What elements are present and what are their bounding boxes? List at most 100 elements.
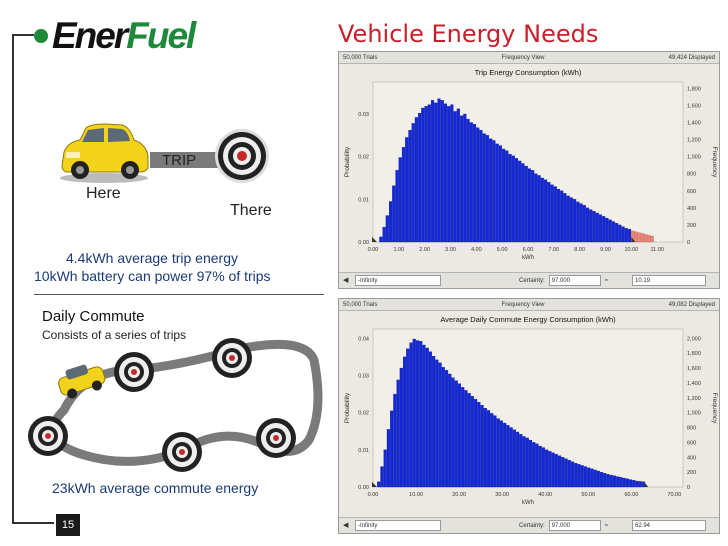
- histogram-bar: [524, 165, 528, 243]
- y-axis-label: Probability: [344, 392, 351, 423]
- histogram-bar: [485, 135, 489, 243]
- y-tick-label: 0.01: [358, 448, 369, 454]
- average-trip-energy-stat: 4.4kWh average trip energy: [66, 250, 238, 266]
- histogram-bar: [428, 351, 432, 488]
- view-mode[interactable]: Frequency View: [501, 301, 545, 308]
- histogram-bar: [408, 130, 412, 243]
- histogram-bar: [419, 341, 423, 488]
- enerfuel-logo: Ener Fuel: [34, 14, 196, 58]
- chart-plot-area: Trip Energy Consumption (kWh) 0.00 0.01 0.0…: [339, 64, 719, 272]
- histogram-bar: [461, 387, 465, 488]
- certainty-field[interactable]: 97.000: [548, 520, 601, 531]
- histogram-bar: [595, 212, 599, 243]
- x-tick-label: 30.00: [495, 492, 509, 498]
- upper-bound-field[interactable]: 62.94: [631, 520, 706, 531]
- histogram-bar: [435, 359, 439, 488]
- histogram-bar: [598, 214, 603, 243]
- histogram-bar: [525, 437, 529, 488]
- y2-tick-label: 1,800: [687, 86, 701, 92]
- histogram-bar: [537, 175, 541, 243]
- y2-tick-label: 1,200: [687, 396, 701, 402]
- left-grabber-icon[interactable]: ◀: [343, 276, 349, 284]
- histogram-bar: [560, 190, 564, 243]
- histogram-bar: [618, 224, 622, 243]
- histogram-bar: [518, 160, 522, 243]
- histogram-bar: [557, 455, 562, 488]
- histogram-bar: [377, 481, 381, 488]
- x-tick-label: 20.00: [452, 492, 466, 498]
- certainty-field[interactable]: 97.000: [548, 275, 601, 286]
- histogram-bar: [509, 427, 513, 488]
- histogram-bar: [638, 481, 642, 488]
- chart-header-bar: 50,000 Trials Frequency View 49,082 Disp…: [339, 299, 719, 311]
- x-tick-label: 40.00: [538, 492, 552, 498]
- frame-left-line: [12, 34, 14, 524]
- certainty-label: Certainty:: [519, 522, 545, 529]
- histogram-bar: [444, 370, 449, 488]
- histogram-bar: [477, 402, 481, 488]
- histogram-bar: [602, 216, 606, 243]
- x-tick-label: 50.00: [581, 492, 595, 498]
- histogram-bar: [550, 184, 554, 243]
- average-commute-energy-stat: 23kWh average commute energy: [52, 480, 259, 496]
- histogram-bar: [470, 396, 474, 488]
- histogram-bar: [573, 199, 577, 243]
- lower-bound-field[interactable]: -Infinity: [355, 275, 441, 286]
- y-tick-label: 0.00: [358, 485, 369, 491]
- y2-tick-label: 1,800: [687, 351, 701, 357]
- histogram-bar: [580, 465, 584, 488]
- histogram-bar: [615, 223, 619, 243]
- histogram-bar: [585, 207, 590, 243]
- x-tick-label: 5.00: [497, 247, 508, 253]
- lower-bound-field[interactable]: -Infinity: [355, 520, 441, 531]
- x-tick-label: 8.00: [574, 247, 585, 253]
- x-tick-label: 7.00: [548, 247, 559, 253]
- upper-bound-field[interactable]: 10.19: [631, 275, 706, 286]
- histogram-bar: [386, 429, 390, 488]
- view-mode[interactable]: Frequency View: [501, 54, 545, 61]
- y2-tick-label: 400: [687, 455, 696, 461]
- y2-tick-label: 800: [687, 426, 696, 432]
- x-tick-label: 6.00: [523, 247, 534, 253]
- x-tick-label: 9.00: [600, 247, 611, 253]
- histogram-bar: [632, 480, 636, 488]
- histogram-bar: [606, 474, 610, 488]
- histogram-bar: [551, 452, 555, 488]
- histogram-bar: [490, 413, 494, 488]
- commute-subtitle: Consists of a series of trips: [42, 328, 187, 342]
- y2-tick-label: 400: [687, 206, 696, 212]
- histogram-bar: [622, 477, 626, 488]
- histogram-bar: [624, 228, 628, 243]
- histogram-bar: [383, 449, 387, 488]
- histogram-bar: [611, 221, 615, 243]
- histogram-bar: [486, 410, 491, 488]
- histogram-bar: [608, 219, 612, 243]
- histogram-bar: [466, 118, 470, 243]
- histogram-bar: [579, 203, 583, 243]
- certainty-spin-icon[interactable]: ≈: [604, 522, 608, 529]
- histogram-bar: [401, 147, 406, 243]
- histogram-bar: [414, 117, 418, 243]
- histogram-bar: [637, 232, 641, 243]
- histogram-bar: [424, 106, 428, 243]
- x-tick-label: 2.00: [419, 247, 430, 253]
- y2-tick-label: 1,000: [687, 411, 701, 417]
- histogram-bar: [483, 408, 487, 488]
- histogram-bar: [440, 100, 444, 243]
- left-grabber-icon[interactable]: ◀: [343, 521, 349, 529]
- certainty-spin-icon[interactable]: ≈: [604, 277, 608, 284]
- histogram-bar: [538, 445, 542, 488]
- histogram-bar: [427, 104, 431, 243]
- battery-coverage-stat: 10kWh battery can power 97% of trips: [34, 268, 271, 284]
- right-marker-icon: [644, 482, 649, 487]
- histogram-bar: [498, 145, 502, 243]
- histogram-bar: [502, 148, 506, 243]
- histogram-bar: [434, 102, 438, 243]
- histogram-bar: [582, 205, 586, 243]
- histogram-bar: [454, 380, 458, 488]
- histogram-bar: [464, 390, 468, 488]
- x-tick-label: 10.00: [624, 247, 638, 253]
- histogram-bar: [467, 393, 471, 488]
- histogram-bar: [561, 457, 565, 488]
- histogram-bar: [564, 458, 568, 488]
